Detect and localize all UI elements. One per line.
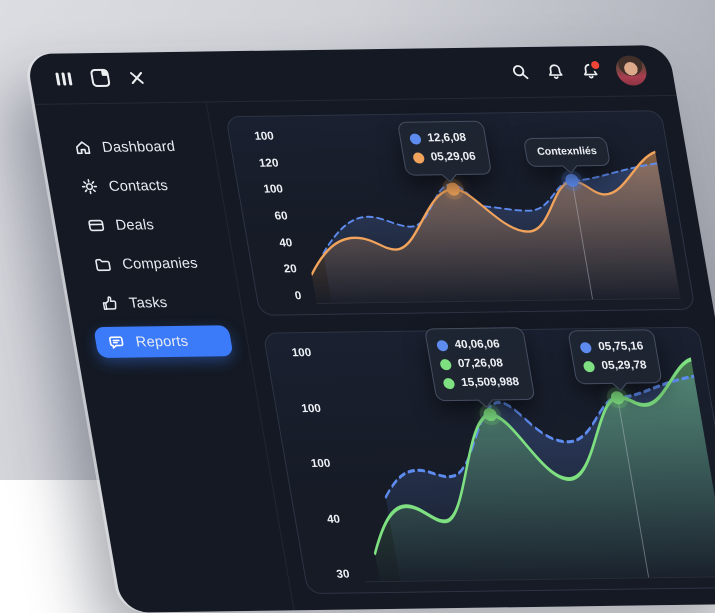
line-chart-top [310,150,681,303]
main-content: 100 120 100 60 40 20 0 [207,96,715,610]
y-tick: 100 [253,130,275,143]
sidebar-item-label: Deals [114,216,156,234]
y-tick: 100 [300,402,322,415]
sidebar-item-label: Contacts [107,177,170,195]
orange-line [310,150,657,276]
topbar-actions [509,55,649,87]
line-chart-bottom [373,357,715,582]
y-tick: 40 [326,513,341,526]
card-icon [88,219,105,232]
y-tick: 100 [290,347,313,360]
sidebar-item-tasks[interactable]: Tasks [86,286,226,319]
background: Dashboard Contacts Deals [0,0,715,480]
search-icon[interactable] [510,63,531,81]
sidebar-item-companies[interactable]: Companies [80,247,220,280]
plot-area-bottom: 40,06,06 07,26,08 15,509,988 [324,327,715,583]
y-tick: 120 [258,157,280,170]
chart-card-bottom: 100 100 100 40 30 [262,326,715,595]
close-icon[interactable] [128,70,146,85]
y-tick: 30 [335,568,351,581]
sidebar-item-label: Companies [121,255,199,273]
thumbs-up-icon [102,296,117,311]
bell-alert-icon[interactable] [580,58,603,80]
chart-card-top: 100 120 100 60 40 20 0 [225,110,696,316]
home-icon [76,141,91,155]
sidebar-item-label: Tasks [127,294,169,312]
y-tick: 100 [262,183,285,196]
app-window: Dashboard Contacts Deals [26,45,715,613]
bell-icon[interactable] [545,63,566,81]
y-tick: 20 [282,263,298,276]
y-tick: 0 [293,290,303,303]
y-tick: 60 [273,210,289,223]
sidebar-item-dashboard[interactable]: Dashboard [60,131,200,164]
gear-icon [81,179,98,195]
sidebar-item-deals[interactable]: Deals [73,208,213,241]
sidebar-item-contacts[interactable]: Contacts [66,170,206,203]
window-controls [55,68,146,88]
app-body: Dashboard Contacts Deals [34,94,715,613]
sidebar-item-label: Reports [134,333,190,350]
topbar [26,45,677,104]
sidebar-item-reports[interactable]: Reports [93,325,234,359]
sidebar: Dashboard Contacts Deals [34,102,295,613]
restore-icon[interactable] [89,68,111,88]
y-tick: 40 [278,236,294,250]
menu-icon[interactable] [55,71,73,86]
y-tick: 100 [310,457,332,471]
chat-icon [109,336,124,349]
sidebar-item-label: Dashboard [100,138,177,156]
folder-icon [95,258,111,272]
avatar[interactable] [613,55,649,86]
plot-area-top: 12,6,08 05,29,06 Contexnliés [287,120,681,304]
orange-area [311,151,681,303]
